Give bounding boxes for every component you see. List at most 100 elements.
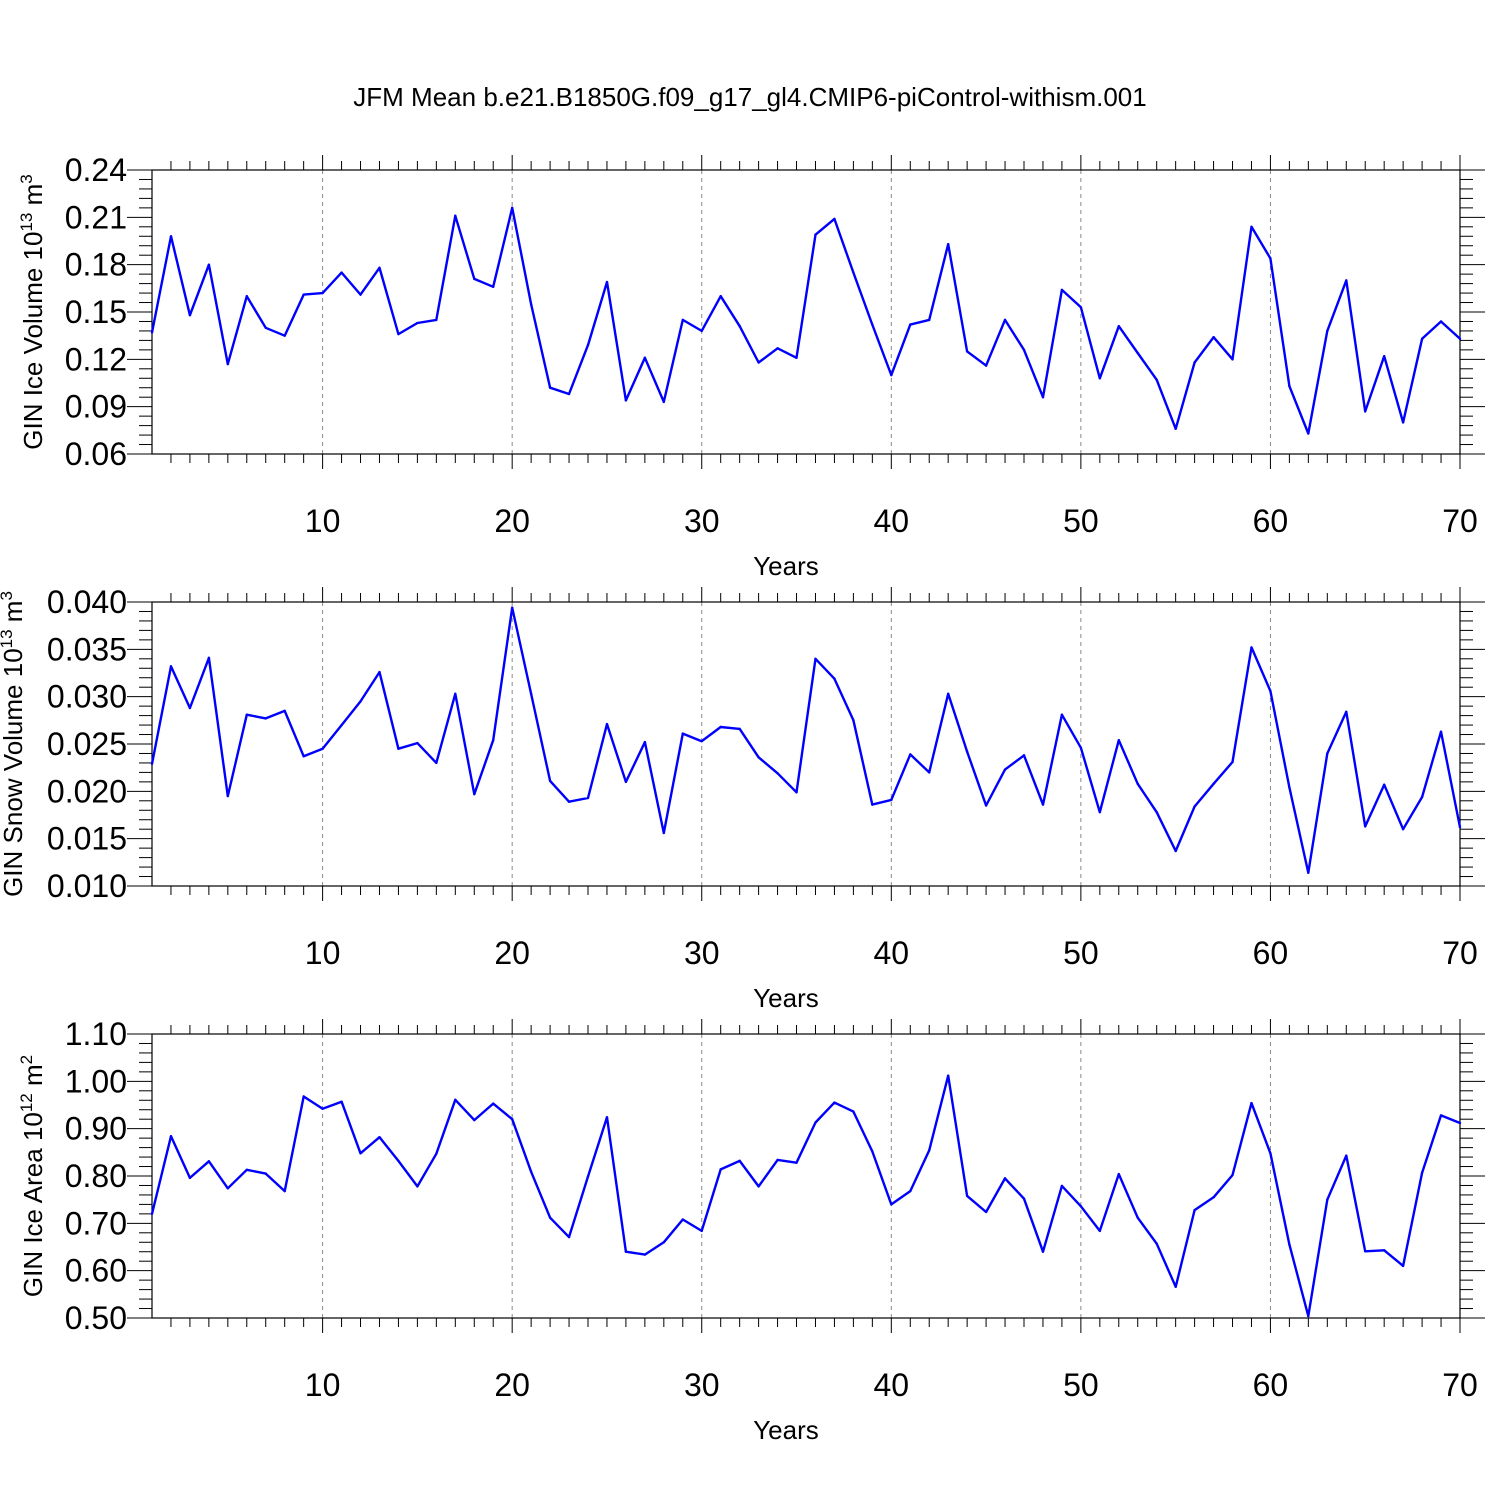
data-point bbox=[984, 1210, 988, 1214]
y-tick-label: 0.020 bbox=[47, 773, 127, 809]
x-tick-label: 40 bbox=[874, 935, 910, 971]
data-point bbox=[1307, 871, 1310, 874]
series-line bbox=[150, 606, 1462, 874]
data-point bbox=[719, 295, 722, 298]
data-point bbox=[283, 1189, 286, 1193]
data-point bbox=[1345, 710, 1348, 714]
series-line bbox=[150, 1074, 1461, 1318]
data-point bbox=[1401, 828, 1405, 831]
data-point bbox=[492, 1102, 495, 1105]
data-point bbox=[833, 217, 836, 221]
data-point bbox=[1231, 1173, 1234, 1177]
data-point bbox=[719, 725, 722, 729]
data-point bbox=[909, 323, 912, 326]
data-point bbox=[1364, 1250, 1367, 1253]
data-point bbox=[378, 266, 381, 270]
data-point bbox=[1117, 1172, 1120, 1176]
data-point bbox=[984, 364, 988, 367]
data-point bbox=[529, 692, 533, 696]
data-point bbox=[890, 798, 893, 802]
plot-frame bbox=[151, 1033, 1461, 1319]
data-point bbox=[795, 1161, 798, 1164]
x-tick-label: 20 bbox=[494, 503, 530, 539]
x-tick-label: 50 bbox=[1063, 503, 1099, 539]
data-point bbox=[643, 1253, 647, 1256]
y-tick-label: 0.21 bbox=[65, 199, 127, 235]
x-tick-label: 60 bbox=[1253, 503, 1289, 539]
data-point bbox=[662, 400, 666, 404]
x-tick-label: 40 bbox=[874, 1367, 910, 1403]
data-point bbox=[643, 740, 647, 744]
data-point bbox=[1155, 378, 1158, 382]
data-point bbox=[1269, 257, 1272, 260]
data-point bbox=[928, 1149, 931, 1152]
data-point bbox=[226, 362, 230, 366]
data-point bbox=[397, 747, 400, 750]
data-point bbox=[1250, 225, 1253, 228]
data-point bbox=[946, 1074, 950, 1077]
y-axis-title-superscript: 13 bbox=[17, 213, 36, 232]
y-axis-title-part: m bbox=[0, 601, 28, 630]
data-point bbox=[321, 291, 324, 295]
x-tick-label: 70 bbox=[1442, 1367, 1478, 1403]
y-axis-title-part: GIN Snow Volume 10 bbox=[0, 648, 28, 897]
data-point bbox=[567, 1235, 571, 1239]
data-point bbox=[871, 1150, 874, 1153]
data-point bbox=[1022, 1197, 1026, 1200]
data-point bbox=[1401, 1264, 1405, 1268]
y-axis-title-part: m bbox=[18, 1064, 48, 1093]
data-point bbox=[416, 741, 419, 745]
x-tick-label: 60 bbox=[1253, 1367, 1289, 1403]
data-point bbox=[302, 755, 305, 758]
data-point bbox=[226, 1187, 230, 1190]
data-point bbox=[245, 713, 248, 716]
data-point bbox=[1250, 646, 1253, 649]
data-point bbox=[586, 1175, 590, 1178]
data-point bbox=[928, 771, 931, 774]
data-point bbox=[1231, 358, 1234, 361]
data-point bbox=[1250, 1101, 1253, 1105]
data-point bbox=[529, 302, 533, 306]
data-point bbox=[681, 732, 684, 735]
y-tick-label: 0.030 bbox=[47, 679, 127, 715]
data-point bbox=[226, 794, 230, 798]
data-point bbox=[1212, 782, 1215, 785]
y-tick-label: 0.015 bbox=[47, 821, 127, 857]
data-point bbox=[605, 1116, 609, 1119]
data-point bbox=[169, 1135, 173, 1138]
data-point bbox=[681, 1218, 684, 1221]
data-point bbox=[946, 242, 950, 246]
data-point bbox=[624, 780, 628, 784]
data-point bbox=[1193, 805, 1196, 808]
data-point bbox=[1003, 768, 1007, 771]
y-axis-title-superscript: 2 bbox=[17, 1055, 36, 1064]
data-point bbox=[264, 717, 267, 720]
data-point bbox=[283, 709, 286, 713]
data-point bbox=[928, 318, 931, 322]
data-point bbox=[245, 295, 248, 298]
data-point bbox=[757, 1185, 760, 1188]
data-point bbox=[416, 1185, 419, 1188]
data-point bbox=[1231, 760, 1234, 764]
y-axis-title-superscript: 3 bbox=[17, 174, 36, 183]
data-point bbox=[548, 386, 552, 389]
y-tick-label: 0.90 bbox=[65, 1111, 127, 1147]
data-point bbox=[1307, 432, 1310, 435]
x-axis-title: Years bbox=[753, 983, 819, 1013]
data-point bbox=[852, 719, 855, 722]
data-point bbox=[548, 1216, 552, 1219]
data-point bbox=[416, 321, 419, 325]
data-point bbox=[852, 271, 855, 274]
x-tick-label: 70 bbox=[1442, 503, 1478, 539]
data-point bbox=[1079, 306, 1083, 309]
data-point bbox=[1041, 1250, 1045, 1253]
y-tick-label: 0.50 bbox=[65, 1300, 127, 1336]
data-point bbox=[1382, 1249, 1386, 1252]
data-point bbox=[510, 1118, 514, 1121]
y-axis-title-superscript: 13 bbox=[0, 629, 16, 648]
data-point bbox=[510, 206, 514, 210]
data-point bbox=[1420, 1171, 1424, 1174]
data-point bbox=[492, 739, 495, 742]
data-point bbox=[169, 235, 173, 238]
data-point bbox=[833, 677, 836, 680]
